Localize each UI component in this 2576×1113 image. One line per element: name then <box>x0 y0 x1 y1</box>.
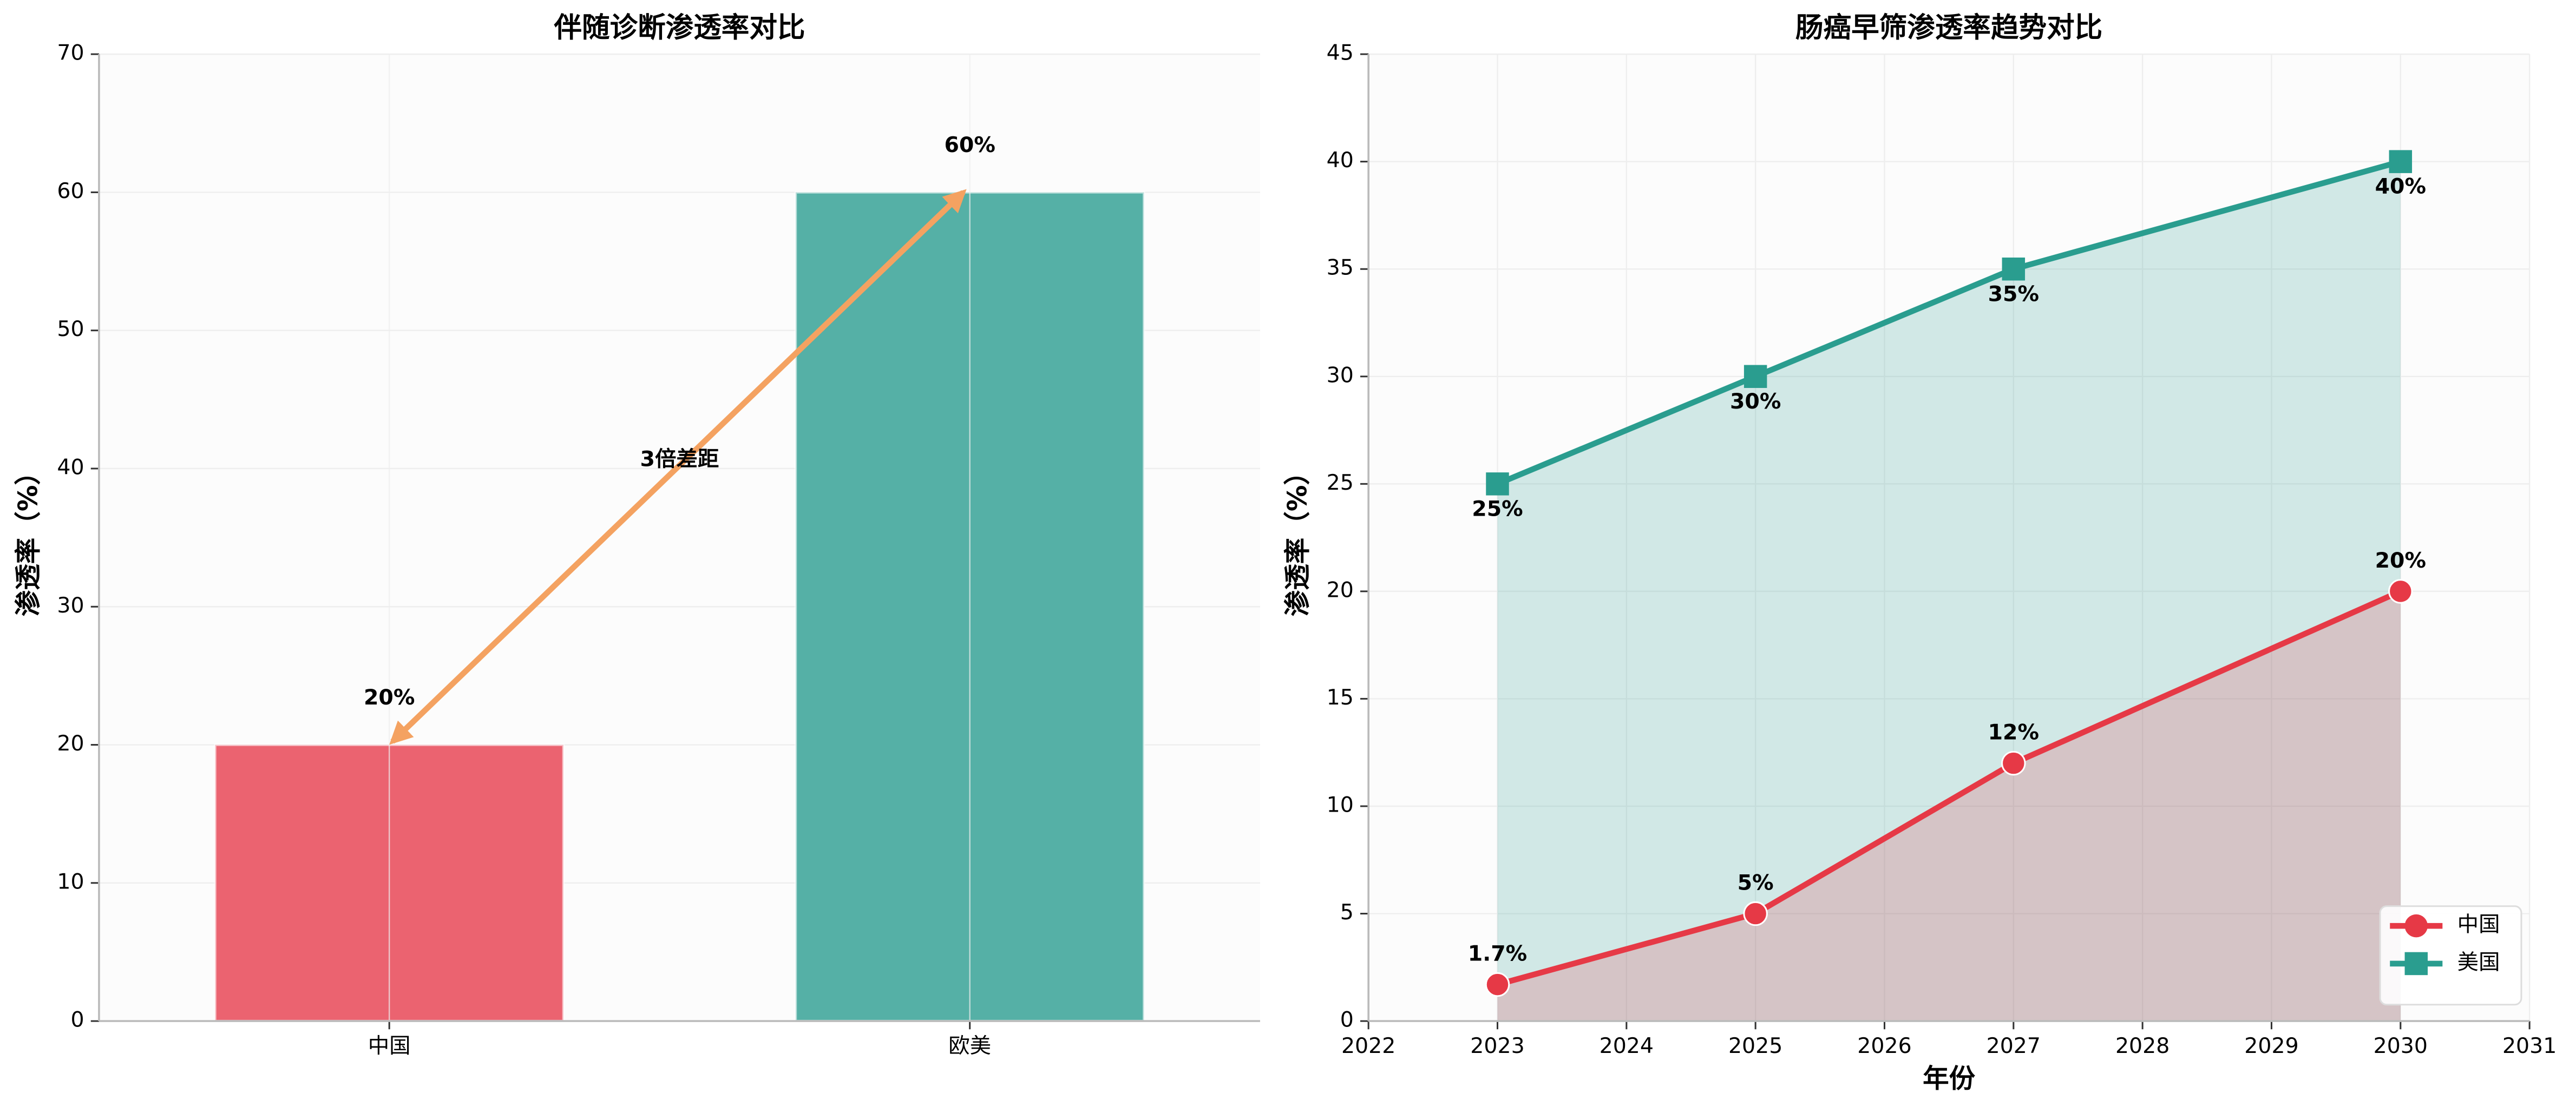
legend-marker <box>2404 914 2428 938</box>
marker <box>2001 750 2026 776</box>
y-tick-label: 20 <box>1327 577 1354 602</box>
marker <box>1743 901 1768 926</box>
x-tick-label: 2022 <box>1341 1033 1395 1058</box>
x-tick-label: 2024 <box>1600 1033 1654 1058</box>
value-label: 1.7% <box>1468 941 1527 966</box>
x-tick-label: 欧美 <box>948 1033 991 1058</box>
value-label: 20% <box>364 685 415 710</box>
value-label: 12% <box>1988 720 2039 745</box>
y-tick-label: 15 <box>1327 685 1354 710</box>
x-tick-label: 2023 <box>1470 1033 1524 1058</box>
y-tick-label: 30 <box>57 593 84 618</box>
chart-title: 伴随诊断渗透率对比 <box>553 12 805 44</box>
legend-label: 中国 <box>2457 912 2500 937</box>
y-tick-label: 30 <box>1327 363 1354 387</box>
x-tick-label: 中国 <box>368 1033 411 1058</box>
x-tick-label: 2027 <box>1987 1033 2041 1058</box>
annotation: 3倍差距 <box>640 446 719 471</box>
line <box>1497 589 2402 987</box>
marker <box>2389 150 2413 173</box>
y-tick-label: 0 <box>71 1007 84 1032</box>
legend-box <box>2379 905 2522 1006</box>
y-tick-label: 40 <box>57 455 84 479</box>
y-tick-label: 10 <box>57 869 84 894</box>
y-axis-label: 渗透率（%） <box>1283 459 1313 616</box>
value-label: 60% <box>944 133 995 157</box>
marker <box>1485 972 1510 997</box>
y-tick-label: 40 <box>1327 148 1354 173</box>
x-tick-label: 2026 <box>1857 1033 1911 1058</box>
legend-marker <box>2404 952 2428 976</box>
plot-background <box>1368 54 2530 1022</box>
y-tick-label: 20 <box>57 731 84 756</box>
x-tick-label: 2031 <box>2502 1033 2557 1058</box>
x-tick-label: 2029 <box>2244 1033 2298 1058</box>
marker <box>1743 365 1767 388</box>
x-tick-label: 2025 <box>1728 1033 1782 1058</box>
y-tick-label: 60 <box>57 179 84 203</box>
marker <box>2002 257 2026 281</box>
y-tick-label: 0 <box>1340 1007 1354 1032</box>
line <box>1496 159 2402 487</box>
y-tick-label: 45 <box>1327 41 1354 65</box>
x-axis-label: 年份 <box>1923 1063 1976 1094</box>
annotation-arrow <box>389 189 967 745</box>
chart-title: 肠癌早筛渗透率趋势对比 <box>1795 12 2102 44</box>
y-tick-label: 50 <box>57 317 84 341</box>
area <box>1497 161 2401 1022</box>
x-tick-label: 2028 <box>2115 1033 2169 1058</box>
marker <box>1486 472 1509 496</box>
value-label: 40% <box>2375 174 2426 199</box>
area <box>1497 591 2401 1022</box>
value-label: 25% <box>1472 496 1523 521</box>
value-label: 20% <box>2375 548 2426 573</box>
y-tick-label: 25 <box>1327 470 1354 495</box>
y-axis-label: 渗透率（%） <box>14 459 44 616</box>
y-tick-label: 70 <box>57 41 84 65</box>
value-label: 30% <box>1730 389 1781 414</box>
x-tick-label: 2030 <box>2374 1033 2428 1058</box>
value-label: 5% <box>1738 870 1774 895</box>
marker <box>2388 579 2413 604</box>
y-tick-label: 10 <box>1327 792 1354 817</box>
legend-label: 美国 <box>2457 950 2500 974</box>
y-tick-label: 35 <box>1327 255 1354 280</box>
value-label: 35% <box>1988 281 2039 306</box>
y-tick-label: 5 <box>1340 900 1354 925</box>
